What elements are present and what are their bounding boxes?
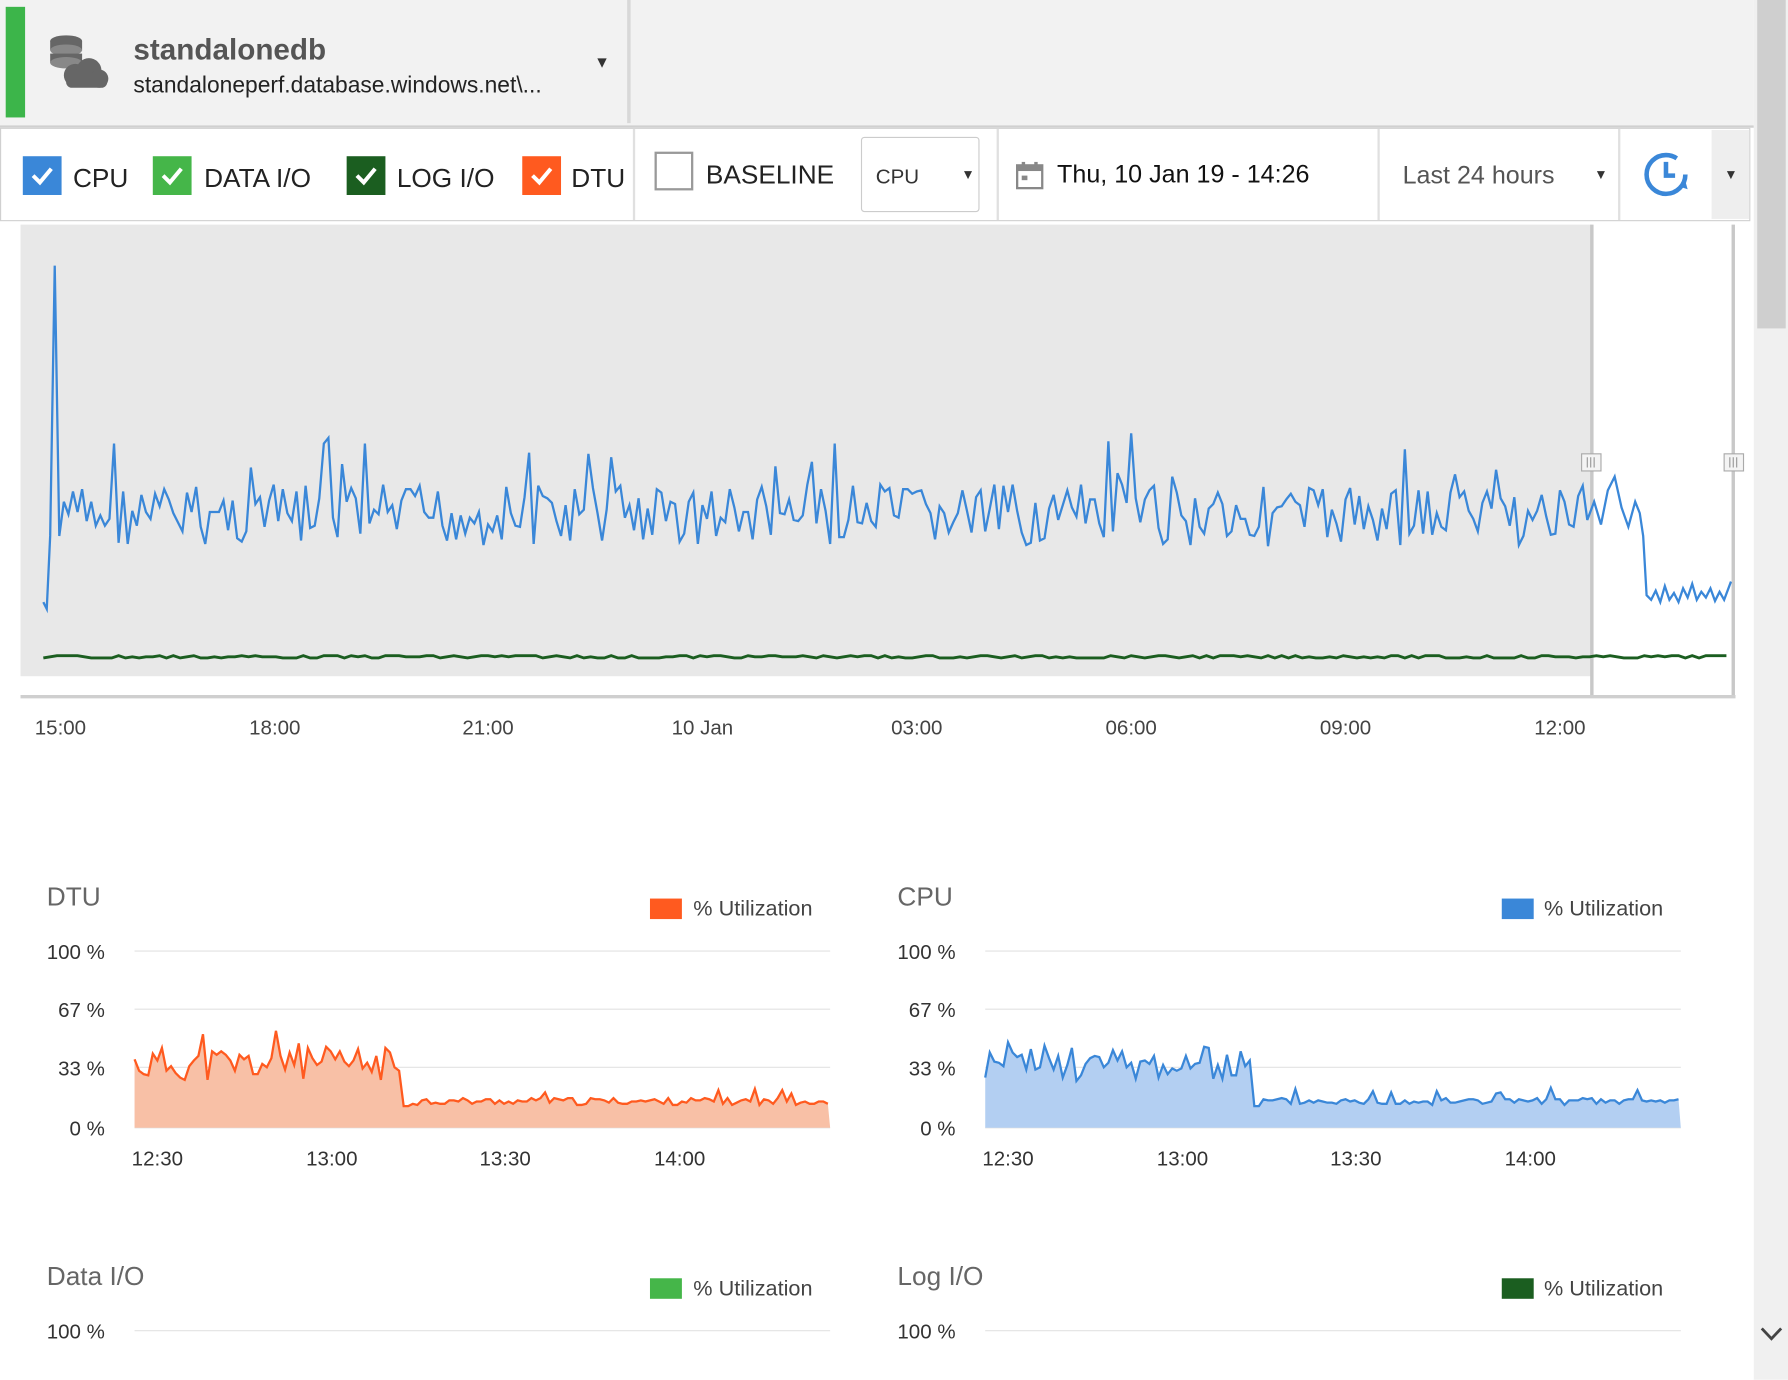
y-tick-label: 33 %	[909, 1057, 956, 1080]
checkmark-icon	[31, 167, 53, 186]
cpu-checkbox[interactable]	[22, 156, 62, 195]
legend-swatch	[649, 898, 682, 920]
checkmark-icon	[531, 167, 553, 186]
x-tick-label: 12:30	[132, 1147, 183, 1170]
y-tick-label: 100 %	[897, 1321, 955, 1344]
checkmark-icon	[355, 167, 377, 186]
cpu-area	[985, 1042, 1681, 1128]
x-tick-label: 15:00	[35, 716, 86, 739]
baseline-metric-value[interactable]: CPU	[875, 165, 920, 189]
y-tick-label: 100 %	[47, 941, 105, 964]
cpu-checkbox-label[interactable]: CPU	[72, 163, 129, 193]
y-tick-label: 67 %	[909, 999, 956, 1022]
y-tick-label: 0 %	[920, 1118, 955, 1141]
x-tick-label: 14:00	[1505, 1147, 1556, 1170]
selected-range[interactable]	[1592, 224, 1734, 696]
toolbar: CPU DATA I/O LOG I/O DTU BASELINE CPU ▼ …	[0, 127, 1751, 222]
x-tick-label: 13:30	[1330, 1147, 1381, 1170]
x-tick-label: 03:00	[891, 716, 942, 739]
x-tick-label: 06:00	[1106, 716, 1157, 739]
range-handle-left[interactable]	[1581, 453, 1602, 472]
date-picker[interactable]: Thu, 10 Jan 19 - 14:26	[1057, 159, 1310, 189]
server-selector[interactable]: standalonedb standaloneperf.database.win…	[0, 0, 631, 124]
dtu-checkbox-label[interactable]: DTU	[571, 163, 626, 193]
x-tick-label: 14:00	[654, 1147, 705, 1170]
cloud-database-icon	[50, 35, 109, 88]
dtu-area	[134, 1030, 831, 1128]
y-tick-label: 33 %	[58, 1057, 105, 1080]
dtu-chart[interactable]: 100 % 67 % 33 % 0 % 12:30 13:00 13:30 14…	[34, 929, 844, 1186]
log-io-checkbox-label[interactable]: LOG I/O	[396, 163, 495, 193]
y-tick-label: 100 %	[47, 1321, 105, 1344]
cpu-chart-title: CPU	[897, 881, 953, 912]
legend-swatch	[1501, 1278, 1534, 1299]
x-tick-label: 13:00	[1157, 1147, 1208, 1170]
data-io-checkbox-label[interactable]: DATA I/O	[204, 163, 311, 193]
scroll-down-icon[interactable]	[1757, 1317, 1786, 1351]
clock-refresh-icon[interactable]	[1622, 130, 1711, 219]
overview-chart[interactable]: 15:00 18:00 21:00 10 Jan 03:00 06:00 09:…	[0, 222, 1754, 758]
log-io-chart-title: Log I/O	[897, 1261, 984, 1291]
divider	[996, 128, 999, 221]
time-range-select[interactable]: Last 24 hours	[1402, 160, 1555, 190]
legend-swatch	[649, 1278, 682, 1299]
header-blank-area	[631, 0, 1754, 123]
log-io-chart[interactable]: 100 %	[885, 1311, 1695, 1357]
calendar-icon[interactable]	[1015, 161, 1045, 191]
header-bar: standalonedb standaloneperf.database.win…	[0, 0, 1754, 128]
x-tick-label: 10 Jan	[672, 716, 734, 739]
cpu-chart[interactable]: 100 % 67 % 33 % 0 % 12:30 13:00 13:30 14…	[885, 929, 1695, 1186]
dropdown-arrow-icon[interactable]: ▼	[1594, 166, 1608, 183]
log-io-checkbox[interactable]	[346, 156, 386, 195]
scrollbar-thumb[interactable]	[1757, 0, 1786, 329]
dtu-chart-title: DTU	[46, 881, 101, 912]
dtu-legend-label: % Utilization	[693, 897, 813, 922]
y-tick-label: 67 %	[58, 999, 105, 1022]
cpu-legend-label: % Utilization	[1543, 897, 1664, 922]
range-handle-right[interactable]	[1723, 453, 1745, 472]
dtu-checkbox[interactable]	[522, 156, 562, 195]
cpu-series-line	[42, 265, 1733, 614]
legend-swatch	[1501, 898, 1534, 920]
x-tick-label: 09:00	[1320, 716, 1371, 739]
server-connection: standaloneperf.database.windows.net\...	[133, 72, 542, 99]
server-name: standalonedb	[133, 31, 327, 67]
refresh-dropdown[interactable]	[1711, 129, 1750, 219]
dropdown-arrow-icon[interactable]: ▼	[961, 166, 975, 183]
dropdown-arrow-icon[interactable]: ▼	[1724, 166, 1738, 183]
y-tick-label: 0 %	[70, 1118, 105, 1141]
data-io-checkbox[interactable]	[152, 156, 192, 195]
history-region	[20, 224, 1592, 677]
x-tick-label: 21:00	[462, 716, 513, 739]
log-io-legend-label: % Utilization	[1543, 1277, 1664, 1302]
x-tick-label: 13:30	[479, 1147, 530, 1170]
log-io-series-line	[43, 654, 1727, 660]
divider	[1377, 128, 1380, 221]
status-indicator	[5, 6, 26, 118]
baseline-checkbox[interactable]	[654, 151, 694, 191]
baseline-label[interactable]: BASELINE	[705, 159, 835, 190]
x-tick-label: 13:00	[306, 1147, 357, 1170]
data-io-chart-title: Data I/O	[46, 1261, 145, 1291]
data-io-legend-label: % Utilization	[693, 1277, 813, 1302]
checkmark-icon	[161, 167, 183, 186]
x-tick-label: 18:00	[249, 716, 300, 739]
cpu-series-line	[984, 1038, 1679, 1108]
dropdown-arrow-icon[interactable]: ▼	[594, 52, 610, 71]
divider	[632, 128, 636, 221]
dtu-series-line	[133, 1030, 829, 1108]
baseline-metric-select[interactable]	[860, 136, 980, 213]
y-tick-label: 100 %	[897, 941, 955, 964]
x-tick-label: 12:00	[1534, 716, 1585, 739]
x-tick-label: 12:30	[982, 1147, 1033, 1170]
divider	[1618, 128, 1621, 221]
data-io-chart[interactable]: 100 %	[34, 1311, 844, 1357]
